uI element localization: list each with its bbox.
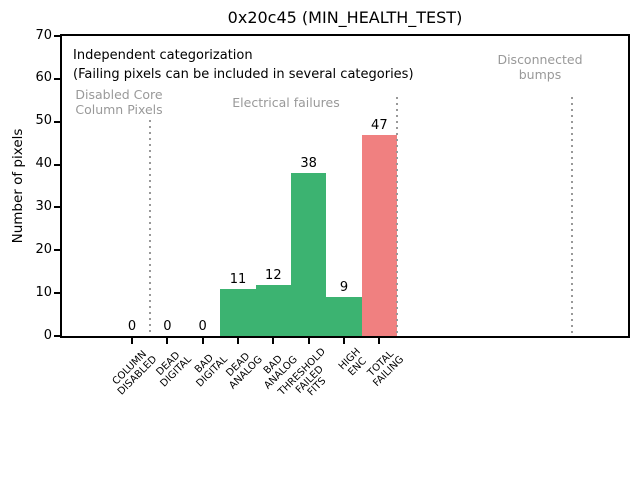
separator-line xyxy=(570,97,573,336)
x-axis-tick xyxy=(378,338,381,344)
y-axis-tick-label: 60 xyxy=(35,70,52,86)
y-axis-tick-label: 30 xyxy=(35,198,52,214)
section-label-line: Electrical failures xyxy=(232,95,340,110)
y-axis-tick xyxy=(54,292,60,295)
bar-value-label: 9 xyxy=(339,280,349,296)
x-axis-tick xyxy=(272,338,275,344)
section-label: Electrical failures xyxy=(196,95,376,110)
x-axis-tick xyxy=(201,338,204,344)
bar-value-label: 12 xyxy=(265,267,282,283)
y-axis-tick xyxy=(54,120,60,123)
section-label-line: Disconnected xyxy=(497,52,583,67)
bar-value-label: 0 xyxy=(127,319,137,334)
y-axis-tick xyxy=(54,163,60,166)
bar xyxy=(361,134,397,336)
section-label: Disabled Core Column Pixels xyxy=(29,87,209,117)
bar-value-label: 38 xyxy=(300,156,317,172)
x-axis-tick-label-text: COLUMN DISABLED xyxy=(108,347,159,398)
section-label-line: Disabled Core xyxy=(75,87,163,102)
x-axis-tick-label-text: DEAD ANALOG xyxy=(220,347,265,392)
bar-value-label: 0 xyxy=(163,319,172,334)
bar-value-label: 11 xyxy=(229,271,247,287)
x-axis-tick xyxy=(236,338,239,344)
chart-title: 0x20c45 (MIN_HEALTH_TEST) xyxy=(227,8,463,27)
y-axis-tick xyxy=(54,35,60,37)
y-axis-tick-label: 70 xyxy=(35,27,52,43)
bar xyxy=(326,297,362,336)
annotation-note: Independent categorization (Failing pixe… xyxy=(73,46,414,84)
annotation-note-line2: (Failing pixels can be included in sever… xyxy=(73,67,414,82)
y-axis-tick-label: 20 xyxy=(35,241,52,257)
annotation-note-line1: Independent categorization xyxy=(73,48,253,63)
plot-area xyxy=(60,34,630,338)
y-axis-tick-label: 10 xyxy=(35,284,52,300)
section-label-line: Column Pixels xyxy=(75,102,163,117)
x-axis-tick-label-text: TOTAL FAILING xyxy=(364,347,406,389)
x-axis-tick xyxy=(342,338,345,344)
x-axis-tick xyxy=(166,338,169,344)
y-axis-tick-label: 0 xyxy=(43,327,52,343)
bar-value-label: 47 xyxy=(371,117,388,133)
y-axis-tick-label: 40 xyxy=(35,156,52,172)
y-axis-tick xyxy=(54,335,60,337)
x-axis-tick-label-text: DEAD DIGITAL xyxy=(152,347,194,389)
y-axis-tick xyxy=(54,206,60,209)
x-axis-tick xyxy=(131,338,133,344)
y-axis-tick xyxy=(54,249,60,252)
bar xyxy=(220,288,256,336)
bar xyxy=(291,173,327,336)
y-axis-tick xyxy=(54,77,60,80)
bar xyxy=(255,284,291,336)
y-axis-tick-label: 50 xyxy=(35,113,52,129)
bar-value-label: 0 xyxy=(198,319,207,334)
section-label-line: bumps xyxy=(518,67,562,82)
x-axis-tick-label-text: BAD DIGITAL xyxy=(187,347,230,390)
x-axis-tick xyxy=(307,338,310,344)
section-label: Disconnected bumps xyxy=(450,52,630,82)
separator-line xyxy=(149,120,151,336)
separator-line xyxy=(396,97,398,336)
